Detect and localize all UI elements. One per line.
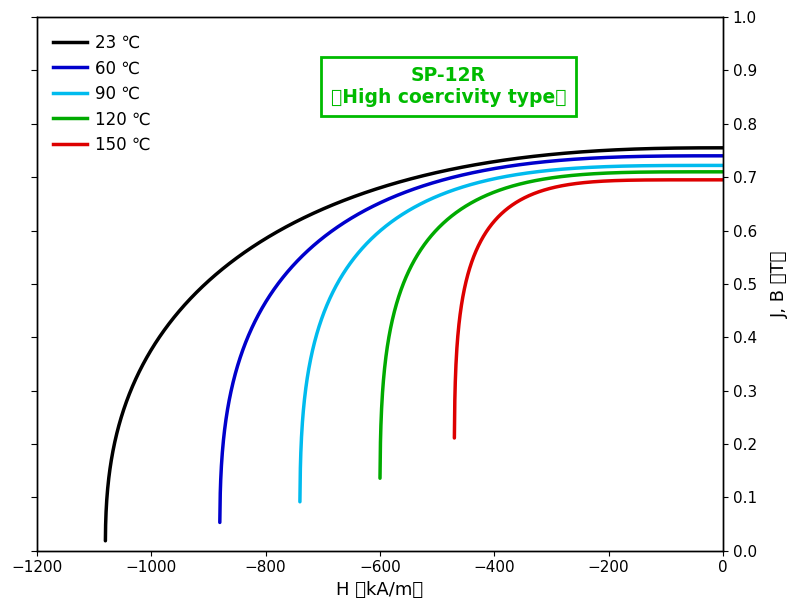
150 ℃ [654,176,663,184]
120 ℃ [416,246,426,254]
90 ℃ [633,162,642,170]
150 ℃ [618,177,627,184]
120 ℃ [534,176,544,184]
90 ℃ [709,162,718,169]
60 ℃ [331,224,341,232]
23 ℃ [261,235,270,242]
60 ℃ [718,152,728,159]
60 ℃ [532,159,542,167]
23 ℃ [326,203,335,210]
150 ℃ [457,301,466,309]
Line: 90 ℃: 90 ℃ [300,165,723,502]
60 ℃ [661,152,670,160]
60 ℃ [570,156,579,163]
23 ℃ [425,170,434,178]
Line: 23 ℃: 23 ℃ [106,148,723,541]
23 ℃ [517,154,526,162]
150 ℃ [669,176,678,184]
Line: 150 ℃: 150 ℃ [454,180,723,438]
Text: SP-12R
（High coercivity type）: SP-12R （High coercivity type） [330,66,566,107]
90 ℃ [295,498,305,506]
90 ℃ [306,356,315,364]
120 ℃ [375,475,385,482]
23 ℃ [101,537,110,545]
150 ℃ [552,183,562,190]
60 ℃ [685,152,694,160]
120 ℃ [570,171,580,179]
150 ℃ [584,179,594,186]
150 ℃ [450,434,459,442]
Legend: 23 ℃, 60 ℃, 90 ℃, 120 ℃, 150 ℃: 23 ℃, 60 ℃, 90 ℃, 120 ℃, 150 ℃ [45,26,159,162]
120 ℃ [402,272,411,279]
90 ℃ [647,162,657,170]
90 ℃ [718,162,728,169]
120 ℃ [521,179,530,186]
X-axis label: H （kA/m）: H （kA/m） [336,581,423,599]
23 ℃ [718,144,728,151]
23 ℃ [135,367,145,375]
Line: 60 ℃: 60 ℃ [220,156,723,522]
Y-axis label: J, B （T）: J, B （T） [771,250,789,318]
120 ℃ [528,178,538,185]
60 ℃ [717,152,726,159]
90 ℃ [536,168,546,175]
Line: 120 ℃: 120 ℃ [380,172,723,478]
150 ℃ [718,176,728,184]
60 ℃ [215,518,225,526]
120 ℃ [718,168,728,176]
90 ℃ [708,162,718,169]
23 ℃ [114,420,124,428]
